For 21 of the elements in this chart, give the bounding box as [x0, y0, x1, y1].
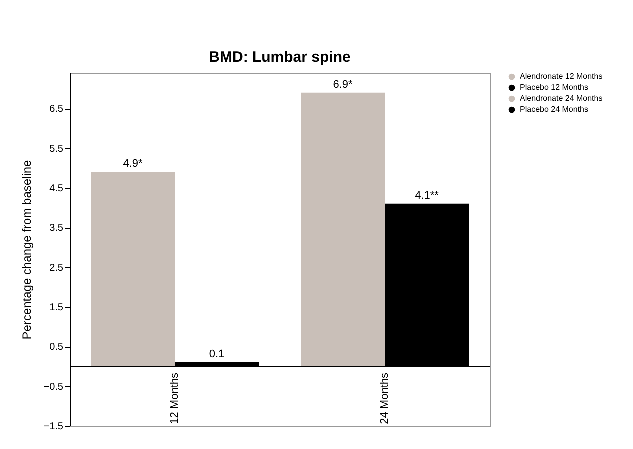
y-tick-label: 5.5 — [50, 144, 64, 155]
data-label: 4.9* — [123, 158, 144, 170]
y-tick-label: −0.5 — [44, 382, 64, 393]
x-tick-label: 12 Months — [169, 372, 181, 424]
y-tick-label: 3.5 — [50, 223, 64, 234]
y-tick-label: −1.5 — [44, 422, 64, 432]
legend-label: Alendronate 12 Months — [520, 72, 603, 81]
y-axis-title: Percentage change from baseline — [20, 160, 34, 340]
chart-title: BMD: Lumbar spine — [209, 49, 351, 66]
y-tick-label: 1.5 — [50, 302, 64, 314]
legend-label: Placebo 12 Months — [520, 83, 588, 92]
data-label: 6.9* — [333, 78, 354, 91]
legend-label: Alendronate 24 Months — [520, 94, 603, 103]
y-tick-label: 6.5 — [50, 104, 64, 116]
x-tick-label: 24 Months — [379, 372, 391, 424]
y-tick-label: 0.5 — [50, 342, 64, 354]
legend-label: Placebo 24 Months — [520, 105, 588, 114]
y-tick-label: 2.5 — [50, 262, 64, 274]
data-label: 4.1** — [415, 190, 440, 202]
data-label: 0.1 — [209, 348, 225, 361]
y-tick-label: 4.5 — [50, 184, 64, 195]
